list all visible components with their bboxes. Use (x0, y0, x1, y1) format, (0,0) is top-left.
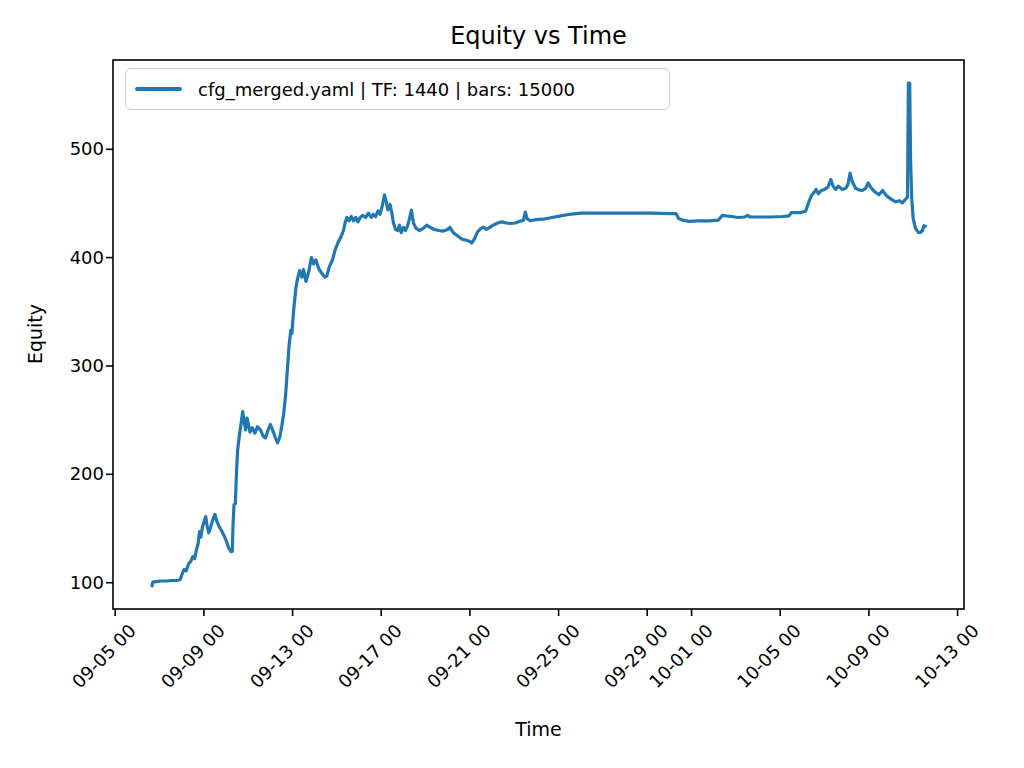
y-tick-label: 100 (44, 572, 104, 593)
legend-line-sample (135, 87, 182, 91)
legend-box: cfg_merged.yaml | TF: 1440 | bars: 15000 (125, 68, 670, 110)
equity-curve (152, 83, 925, 586)
y-tick-label: 400 (44, 247, 104, 268)
y-tick-label: 200 (44, 463, 104, 484)
axes-frame (113, 60, 964, 609)
x-axis-label: Time (113, 718, 964, 740)
y-tick-label: 500 (44, 138, 104, 159)
figure: Equity vs Time 09-05 0009-09 0009-13 000… (0, 0, 1024, 768)
y-axis-label: Equity (24, 304, 46, 364)
legend-label: cfg_merged.yaml | TF: 1440 | bars: 15000 (198, 79, 575, 100)
y-tick-label: 300 (44, 355, 104, 376)
